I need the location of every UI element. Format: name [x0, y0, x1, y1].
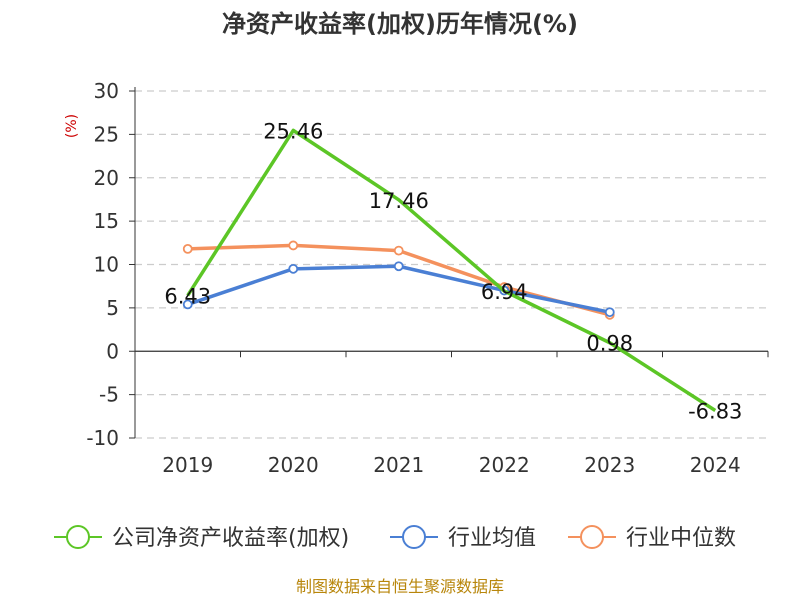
axes: 30 25 20 15 10 5 0 -5 -10 2019 2020 2021 2022 2023 202… — [86, 79, 769, 477]
y-tick-label: -5 — [99, 383, 119, 407]
legend-label: 行业中位数 — [626, 526, 736, 551]
data-point — [182, 243, 193, 254]
legend-swatch-marker — [580, 525, 604, 549]
grid — [135, 90, 768, 439]
data-point — [604, 307, 615, 318]
source-note: 制图数据来自恒生聚源数据库 — [296, 577, 504, 596]
legend-swatch-marker — [66, 525, 90, 549]
data-point — [288, 240, 299, 251]
x-tick-label: 2022 — [479, 453, 530, 477]
legend[interactable]: 公司净资产收益率(加权) 行业均值 行业中位数 — [54, 525, 736, 551]
data-point — [393, 261, 404, 272]
data-point — [393, 245, 404, 256]
y-tick-label: 25 — [94, 122, 119, 146]
y-tick-label: 30 — [94, 79, 119, 103]
x-tick-label: 2024 — [690, 453, 741, 477]
data-label: 6.94 — [481, 280, 528, 304]
y-tick-label: 20 — [94, 166, 119, 190]
data-point — [182, 299, 193, 310]
x-tick-label: 2021 — [373, 453, 424, 477]
series-lines — [182, 128, 717, 412]
x-tick-label: 2023 — [584, 453, 635, 477]
x-tick-label: 2019 — [162, 453, 213, 477]
legend-swatch-marker — [402, 525, 426, 549]
y-axis-unit: (%) — [64, 114, 80, 138]
x-tick-label: 2020 — [268, 453, 319, 477]
data-label: 0.98 — [586, 332, 633, 356]
chart-title: 净资产收益率(加权)历年情况(%) — [222, 10, 578, 38]
y-tick-label: 15 — [94, 209, 119, 233]
series-line — [187, 264, 611, 314]
y-tick-label: -10 — [86, 426, 119, 450]
series-line — [186, 128, 717, 412]
data-label: -6.83 — [688, 400, 742, 424]
legend-label: 行业均值 — [448, 526, 536, 551]
data-label: 25.46 — [263, 119, 323, 143]
y-tick-label: 0 — [106, 339, 119, 363]
data-point — [288, 263, 299, 274]
data-label: 17.46 — [369, 189, 429, 213]
y-tick-label: 10 — [94, 253, 119, 277]
data-labels: 6.43 25.46 17.46 6.94 0.98 -6.83 — [164, 119, 742, 423]
data-label: 6.43 — [164, 284, 211, 308]
y-tick-label: 5 — [106, 296, 119, 320]
legend-label: 公司净资产收益率(加权) — [112, 526, 349, 551]
series-line — [187, 243, 611, 317]
